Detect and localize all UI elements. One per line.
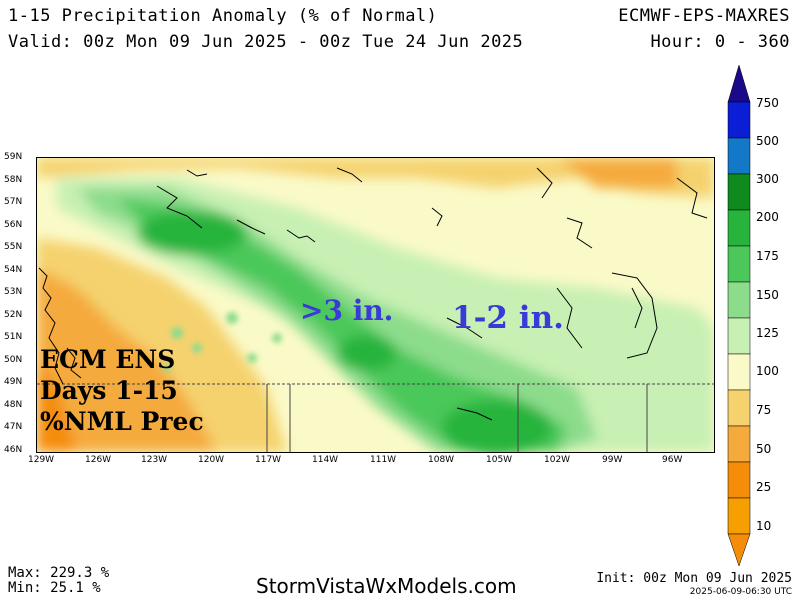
colorbar-label: 75 — [756, 403, 772, 417]
lat-label: 47N — [4, 422, 23, 432]
lat-label: 56N — [4, 220, 23, 230]
colorbar-label: 125 — [756, 326, 779, 340]
init-time: Init: 00z Mon 09 Jun 2025 — [596, 571, 792, 586]
site-name: StormVistaWxModels.com — [256, 574, 517, 598]
colorbar-label: 50 — [756, 442, 772, 456]
lon-label: 123W — [141, 455, 168, 465]
colorbar-label: 750 — [756, 96, 779, 110]
precipitation-anomaly-map — [36, 157, 715, 453]
lat-label: 50N — [4, 355, 23, 365]
forecast-hours: Hour: 0 - 360 — [650, 32, 790, 52]
annotation-line: ECM ENS — [40, 345, 176, 374]
annotation-line: %NML Prec — [40, 407, 204, 436]
lat-label: 55N — [4, 242, 23, 252]
valid-period: Valid: 00z Mon 09 Jun 2025 - 00z Tue 24 … — [8, 32, 524, 52]
model-name: ECMWF-EPS-MAXRES — [618, 6, 790, 26]
colorbar-label: 175 — [756, 249, 779, 263]
lat-label: 51N — [4, 332, 23, 342]
lon-label: 117W — [255, 455, 282, 465]
lat-label: 49N — [4, 377, 23, 387]
lat-label: 58N — [4, 175, 23, 185]
lat-label: 52N — [4, 310, 23, 320]
map-title: 1-15 Precipitation Anomaly (% of Normal) — [8, 6, 438, 26]
annotation-line: Days 1-15 — [40, 376, 178, 405]
colorbar-label: 150 — [756, 288, 779, 302]
lon-label: 114W — [312, 455, 339, 465]
lat-label: 54N — [4, 265, 23, 275]
lon-label: 120W — [198, 455, 225, 465]
lon-label: 102W — [544, 455, 571, 465]
map-canvas — [37, 158, 714, 452]
lon-label: 99W — [602, 455, 623, 465]
lat-label: 57N — [4, 197, 23, 207]
colorbar-label: 25 — [756, 480, 772, 494]
lat-label: 59N — [4, 152, 23, 162]
colorbar-label: 100 — [756, 364, 779, 378]
colorbar-label: 200 — [756, 210, 779, 224]
annotation-east-amount: 1-2 in. — [452, 300, 564, 336]
colorbar — [724, 60, 754, 572]
annotation-model-label: ECM ENS Days 1-15 %NML Prec — [40, 344, 204, 437]
generated-stamp: 2025-06-09-06:30 UTC — [689, 587, 792, 597]
lon-label: 108W — [428, 455, 455, 465]
lat-label: 46N — [4, 445, 23, 455]
lon-label: 129W — [28, 455, 55, 465]
lon-label: 105W — [486, 455, 513, 465]
min-value: Min: 25.1 % — [8, 580, 101, 596]
lat-label: 48N — [4, 400, 23, 410]
lat-label: 53N — [4, 287, 23, 297]
lon-label: 111W — [370, 455, 397, 465]
colorbar-label: 500 — [756, 134, 779, 148]
max-value: Max: 229.3 % — [8, 565, 110, 581]
colorbar-label: 300 — [756, 172, 779, 186]
lon-label: 126W — [85, 455, 112, 465]
colorbar-graphic — [727, 64, 751, 567]
annotation-center-amount: >3 in. — [300, 294, 394, 327]
colorbar-label: 10 — [756, 519, 772, 533]
lon-label: 96W — [662, 455, 683, 465]
